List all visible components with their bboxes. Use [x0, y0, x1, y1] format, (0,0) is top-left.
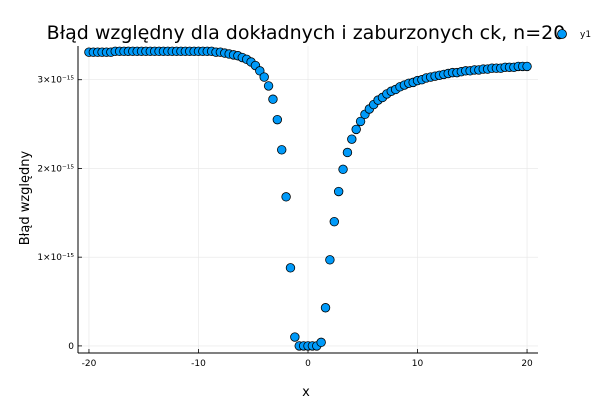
data-point [268, 94, 278, 104]
x-tick-label-2: 0 [305, 359, 311, 369]
grid-lines [78, 46, 538, 353]
x-axis-label: x [302, 385, 310, 400]
data-point [351, 124, 361, 135]
legend-marker [557, 29, 567, 39]
data-point [272, 114, 283, 125]
y-tick-label-0: 0 [68, 342, 74, 352]
data-point [333, 186, 344, 197]
x-tick-label-0: -20 [82, 359, 97, 369]
data-point [281, 192, 291, 202]
y-axis-label: Błąd względny [18, 150, 33, 245]
data-point [259, 72, 269, 82]
chart-title: Błąd względny dla dokładnych i zaburzony… [47, 22, 566, 44]
data-point [342, 147, 353, 158]
x-tick-label-4: 20 [521, 359, 533, 369]
y-tick-label-1: 1×10⁻¹⁵ [37, 253, 74, 263]
data-point [355, 116, 366, 127]
data-point [285, 263, 296, 273]
data-points [84, 46, 532, 351]
data-point [325, 255, 335, 265]
data-point [263, 81, 274, 91]
legend-label: y1 [580, 30, 591, 40]
data-point [320, 303, 331, 313]
y-tick-label-2: 2×10⁻¹⁵ [37, 164, 74, 174]
data-point [329, 216, 339, 227]
legend: y1 [557, 29, 591, 40]
data-point [277, 145, 287, 155]
y-tick-label-3: 3×10⁻¹⁵ [37, 76, 74, 86]
x-tick-label-3: 10 [412, 359, 424, 369]
data-point [347, 134, 357, 144]
data-point [290, 332, 300, 342]
data-point [522, 61, 532, 72]
data-point [316, 337, 326, 348]
tick-labels: -20 -10 0 10 20 0 1×10⁻¹⁵ 2×10⁻¹⁵ 3×10⁻¹⁵ [37, 76, 533, 369]
x-tick-label-1: -10 [191, 359, 206, 369]
data-point [338, 164, 348, 175]
